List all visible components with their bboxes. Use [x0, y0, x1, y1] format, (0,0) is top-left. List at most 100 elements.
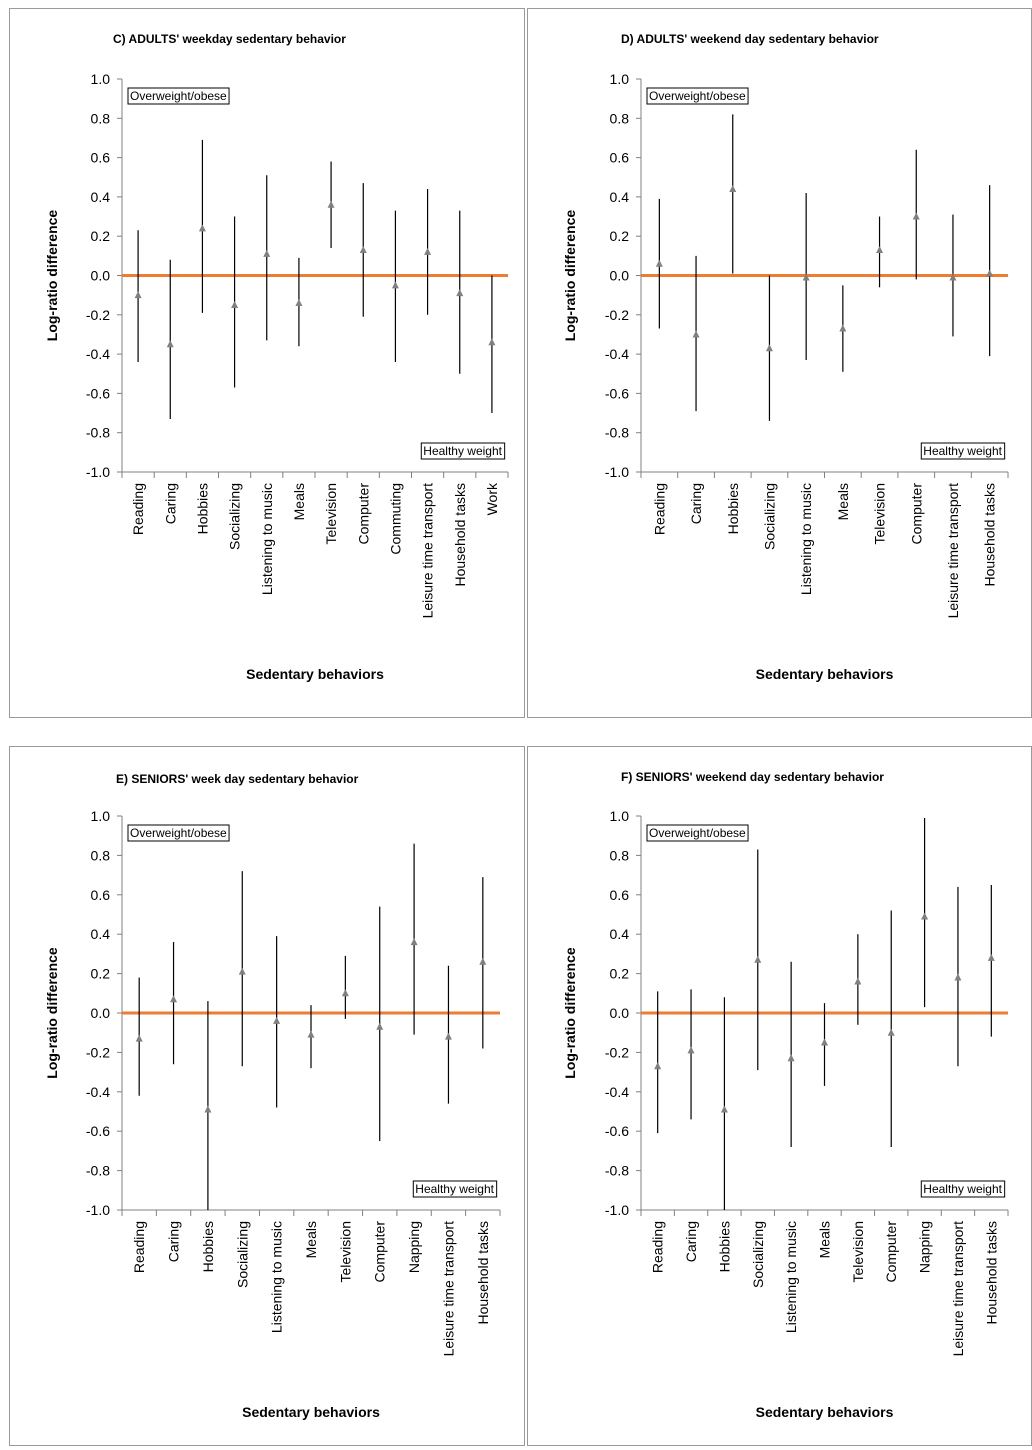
point-marker [327, 200, 335, 208]
chart-title: E) SENIORS' week day sedentary behavior [116, 772, 359, 786]
category-label: Reading [651, 483, 667, 535]
y-axis-title: Log-ratio difference [44, 210, 60, 342]
y-tick-label: 0.0 [91, 268, 111, 284]
category-label: Socializing [750, 1221, 766, 1288]
y-tick-label: -0.8 [605, 425, 629, 441]
chart-svg-e: E) SENIORS' week day sedentary behavior 1… [44, 772, 501, 1420]
category-label: Listening to music [269, 1221, 285, 1333]
category-label: Caring [162, 483, 178, 524]
category-label: Household tasks [983, 1221, 999, 1325]
y-tick-label: -0.2 [605, 1044, 629, 1060]
chart-panel-f: F) SENIORS' weekend day sedentary behavi… [527, 746, 1032, 1446]
point-marker [231, 300, 239, 308]
y-axis-title: Log-ratio difference [562, 210, 578, 342]
y-tick-label: 0.6 [610, 887, 630, 903]
category-label: Reading [130, 483, 146, 535]
overweight-label-border [127, 824, 230, 842]
y-tick-label: 1.0 [610, 71, 630, 87]
healthy-label-border [420, 442, 506, 460]
healthy-label-box: Healthy weight [920, 442, 1006, 460]
category-label: Household tasks [475, 1221, 491, 1325]
point-marker [687, 1046, 695, 1054]
y-tick-label: -0.6 [605, 385, 629, 401]
y-tick-label: 0.4 [91, 189, 111, 205]
y-tick-label: 0.2 [610, 228, 630, 244]
category-label: Reading [650, 1221, 666, 1273]
y-tick-label: 0.6 [610, 150, 630, 166]
point-marker [729, 185, 737, 193]
y-tick-label: -0.2 [86, 1044, 110, 1060]
point-marker [273, 1016, 281, 1024]
point-marker [204, 1105, 212, 1113]
y-axis-title: Log-ratio difference [44, 947, 60, 1079]
point-marker [410, 938, 418, 946]
overweight-label-box: Overweight/obese [646, 824, 749, 842]
x-axis-title: Sedentary behaviors [242, 1404, 380, 1420]
category-label: Household tasks [452, 483, 468, 587]
healthy-label-border [920, 442, 1006, 460]
point-marker [949, 273, 957, 281]
point-marker [921, 912, 929, 920]
y-tick-label: 0.6 [91, 887, 111, 903]
y-axis-title: Log-ratio difference [562, 947, 578, 1079]
healthy-label-border [412, 1180, 498, 1198]
category-label: Meals [835, 483, 851, 520]
y-tick-label: 0.8 [610, 847, 630, 863]
chart-svg-f: F) SENIORS' weekend day sedentary behavi… [562, 770, 1009, 1420]
point-marker [654, 1062, 662, 1070]
y-tick-label: -0.4 [86, 346, 110, 362]
category-label: Hobbies [725, 483, 741, 534]
point-marker [854, 977, 862, 985]
category-label: Computer [355, 483, 371, 545]
point-marker [135, 1034, 143, 1042]
point-marker [376, 1022, 384, 1030]
category-label: Socializing [234, 1221, 250, 1288]
point-marker [424, 247, 432, 255]
y-tick-label: 0.4 [610, 189, 630, 205]
category-label: Caring [688, 483, 704, 524]
point-marker [987, 953, 995, 961]
y-tick-label: -0.8 [605, 1163, 629, 1179]
category-label: Hobbies [194, 483, 210, 534]
point-marker [456, 289, 464, 297]
x-axis-title: Sedentary behaviors [756, 666, 894, 682]
overweight-label: Overweight/obese [130, 826, 227, 840]
category-label: Meals [291, 483, 307, 520]
y-tick-label: 0.0 [610, 268, 630, 284]
category-label: Leisure time transport [440, 1221, 456, 1357]
category-label: Household tasks [982, 483, 998, 587]
chart-title: C) ADULTS' weekday sedentary behavior [113, 32, 346, 46]
point-marker [263, 249, 271, 257]
y-tick-label: -0.6 [605, 1123, 629, 1139]
chart-svg-c: C) ADULTS' weekday sedentary behavior 1.0… [44, 32, 509, 682]
category-label: Computer [883, 1221, 899, 1283]
y-tick-label: -0.2 [605, 307, 629, 323]
point-marker [655, 259, 663, 267]
y-tick-label: -0.4 [605, 346, 629, 362]
point-marker [876, 245, 884, 253]
point-marker [765, 344, 773, 352]
y-tick-label: -1.0 [605, 464, 629, 480]
y-tick-label: 0.4 [610, 926, 630, 942]
point-marker [488, 338, 496, 346]
y-tick-label: 0.8 [91, 847, 111, 863]
chart-panel-c: C) ADULTS' weekday sedentary behavior 1.0… [9, 8, 525, 718]
healthy-label-box: Healthy weight [412, 1180, 498, 1198]
overweight-label: Overweight/obese [130, 89, 227, 103]
point-marker [238, 967, 246, 975]
healthy-label: Healthy weight [415, 1182, 494, 1196]
chart-panel-d: D) ADULTS' weekend day sedentary behavio… [527, 8, 1032, 718]
point-marker [839, 324, 847, 332]
category-label: Listening to music [783, 1221, 799, 1333]
point-marker [444, 1032, 452, 1040]
category-label: Computer [372, 1221, 388, 1283]
x-axis-title: Sedentary behaviors [246, 666, 384, 682]
y-tick-label: 1.0 [610, 808, 630, 824]
overweight-label: Overweight/obese [649, 826, 746, 840]
category-label: Meals [303, 1221, 319, 1258]
y-tick-label: 0.0 [610, 1005, 630, 1021]
category-label: Work [484, 482, 500, 515]
category-label: Socializing [761, 483, 777, 550]
y-tick-label: -0.4 [605, 1084, 629, 1100]
point-marker [821, 1038, 828, 1046]
